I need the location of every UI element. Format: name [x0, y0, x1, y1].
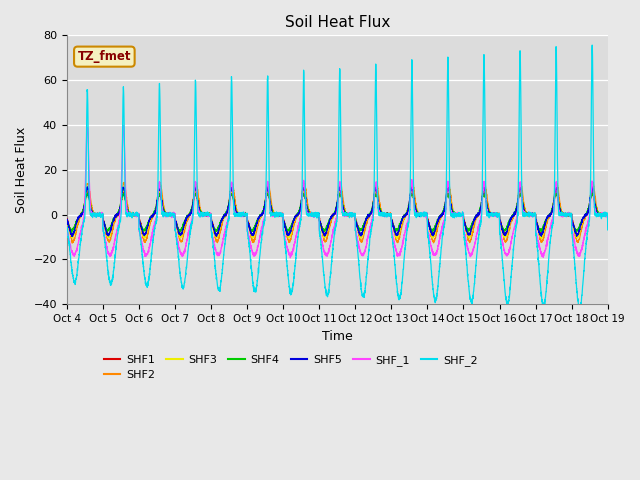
Text: TZ_fmet: TZ_fmet	[77, 50, 131, 63]
Y-axis label: Soil Heat Flux: Soil Heat Flux	[15, 127, 28, 213]
Legend: SHF1, SHF2, SHF3, SHF4, SHF5, SHF_1, SHF_2: SHF1, SHF2, SHF3, SHF4, SHF5, SHF_1, SHF…	[99, 350, 482, 385]
Title: Soil Heat Flux: Soil Heat Flux	[285, 15, 390, 30]
X-axis label: Time: Time	[322, 330, 353, 343]
